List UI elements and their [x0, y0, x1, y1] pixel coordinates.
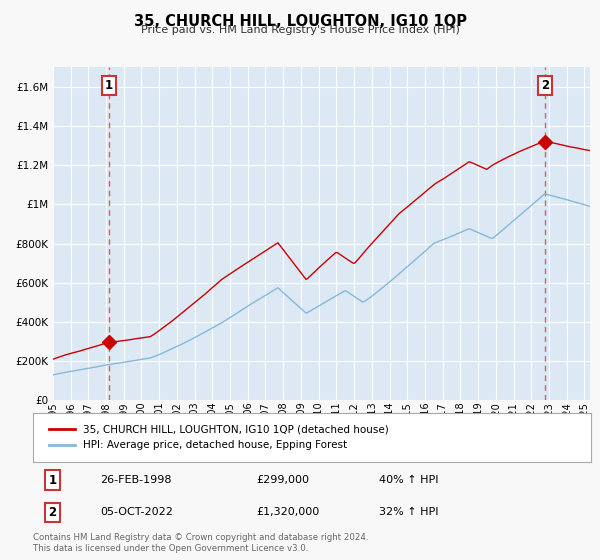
Text: Price paid vs. HM Land Registry's House Price Index (HPI): Price paid vs. HM Land Registry's House …	[140, 25, 460, 35]
Text: 1: 1	[104, 79, 113, 92]
Text: £299,000: £299,000	[256, 475, 309, 486]
Text: £1,320,000: £1,320,000	[256, 507, 319, 517]
Text: 35, CHURCH HILL, LOUGHTON, IG10 1QP: 35, CHURCH HILL, LOUGHTON, IG10 1QP	[133, 14, 467, 29]
Text: 05-OCT-2022: 05-OCT-2022	[100, 507, 173, 517]
Text: 2: 2	[541, 79, 549, 92]
Legend: 35, CHURCH HILL, LOUGHTON, IG10 1QP (detached house), HPI: Average price, detach: 35, CHURCH HILL, LOUGHTON, IG10 1QP (det…	[44, 419, 394, 455]
Text: 1: 1	[49, 474, 56, 487]
Text: 2: 2	[49, 506, 56, 519]
Text: 26-FEB-1998: 26-FEB-1998	[100, 475, 172, 486]
Text: 40% ↑ HPI: 40% ↑ HPI	[379, 475, 439, 486]
Text: Contains HM Land Registry data © Crown copyright and database right 2024.
This d: Contains HM Land Registry data © Crown c…	[33, 533, 368, 553]
Text: 32% ↑ HPI: 32% ↑ HPI	[379, 507, 439, 517]
